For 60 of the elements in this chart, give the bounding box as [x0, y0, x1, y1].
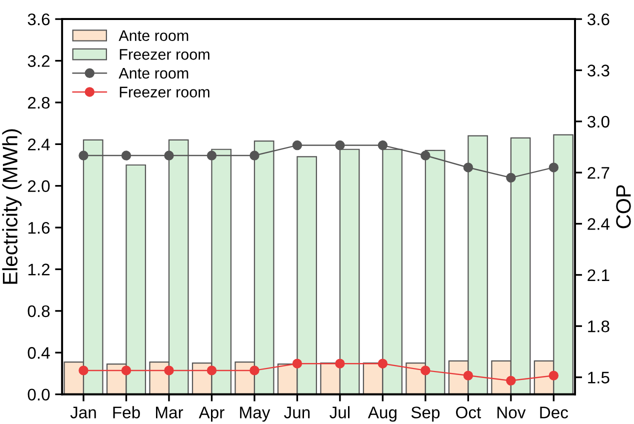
- y2-tick-label: 2.7: [588, 166, 610, 179]
- legend-label: Ante room: [118, 30, 188, 41]
- point: [548, 162, 559, 172]
- point: [335, 140, 345, 150]
- y-tick-label: 3.2: [28, 55, 50, 67]
- y-tick-label: 3.6: [28, 13, 50, 26]
- x-tick-label: Jul: [330, 406, 350, 418]
- y-tick-label: 2.8: [28, 96, 50, 109]
- point: [420, 366, 430, 376]
- legend-label: Freezer room: [120, 49, 210, 60]
- y2-axis-title: COP: [616, 185, 631, 228]
- y-tick-label: 1.6: [28, 222, 50, 234]
- point: [378, 140, 388, 150]
- x-tick-label: Jun: [284, 406, 310, 418]
- point: [164, 366, 174, 376]
- point: [250, 366, 260, 376]
- point: [292, 140, 302, 150]
- point: [121, 366, 132, 376]
- point: [206, 150, 217, 160]
- x-tick-label: Oct: [456, 406, 482, 418]
- point: [121, 150, 132, 160]
- y-tick-label: 0.0: [28, 388, 50, 401]
- point: [250, 150, 260, 160]
- y-tick-label: 2.4: [28, 138, 50, 150]
- y-axis-title: Electricity (MWh): [2, 129, 22, 284]
- x-tick-label: May: [240, 406, 270, 422]
- point: [548, 370, 559, 380]
- y2-tick-label: 3.0: [587, 116, 610, 128]
- x-tick-label: Mar: [156, 406, 184, 418]
- y-tick-label: 0.4: [28, 347, 50, 359]
- y2-tick-label: 2.4: [588, 218, 610, 230]
- y2-tick-label: 3.6: [587, 13, 610, 26]
- point: [164, 150, 174, 160]
- point: [463, 370, 474, 380]
- y2-tick-label: 3.3: [587, 64, 610, 76]
- point: [506, 376, 516, 386]
- point: [335, 358, 345, 368]
- point: [420, 150, 430, 160]
- y-tick-label: 0.8: [28, 305, 50, 318]
- point: [378, 358, 388, 368]
- x-tick-label: Dec: [540, 406, 568, 418]
- x-tick-label: Feb: [113, 406, 140, 418]
- x-tick-label: Jan: [70, 406, 96, 418]
- legend-label: Ante room: [118, 68, 188, 79]
- y2-tick-label: 2.1: [588, 269, 610, 281]
- y2-tick-label: 1.8: [588, 320, 610, 332]
- legend-label: Freezer room: [120, 86, 210, 98]
- x-tick-label: Apr: [198, 406, 224, 422]
- x-tick-label: Nov: [497, 406, 526, 418]
- y-tick-label: 2.0: [28, 180, 50, 192]
- point: [78, 150, 88, 160]
- point: [206, 366, 217, 376]
- x-tick-label: Aug: [368, 406, 396, 422]
- point: [78, 366, 88, 376]
- point: [506, 172, 516, 183]
- y-tick-label: 1.2: [28, 264, 50, 276]
- y2-tick-label: 1.5: [588, 372, 610, 384]
- point: [292, 358, 302, 368]
- point: [463, 162, 474, 172]
- x-tick-label: Sep: [411, 406, 440, 422]
